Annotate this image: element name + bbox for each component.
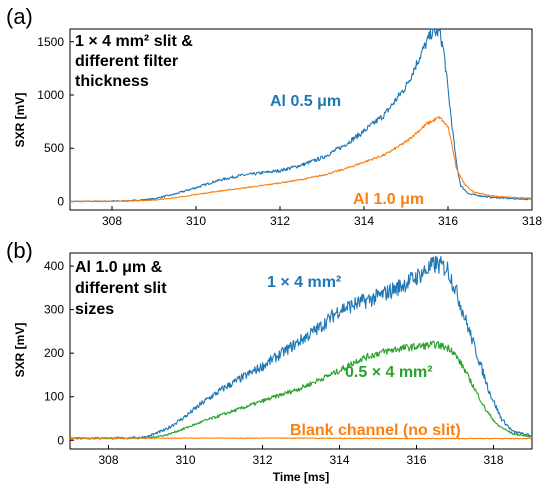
series-label-blank: Blank channel (no slit): [290, 422, 461, 439]
y-tick-label: 300: [44, 303, 64, 317]
plot-frame-b: [69, 252, 533, 450]
x-tick-label: 312: [270, 214, 290, 228]
panel-label-a: (a): [6, 4, 33, 29]
annotation-a-line-3: thickness: [75, 73, 149, 90]
series-line-0-1: [69, 115, 533, 203]
x-tick-label: 308: [98, 453, 118, 467]
x-tick-label: 318: [483, 453, 503, 467]
series-label-1x4: 1 × 4 mm²: [267, 274, 341, 291]
panel-label-b: (b): [6, 238, 33, 263]
y-axis-label-b: SXR [mV]: [13, 323, 27, 378]
x-tick-label: 310: [186, 214, 206, 228]
annotation-a-line-2: different filter: [75, 53, 178, 70]
y-tick-label: 100: [44, 390, 64, 404]
y-tick-label: 500: [44, 141, 64, 155]
annotation-a-line-1: 1 × 4 mm² slit &: [75, 33, 193, 50]
y-tick-label: 200: [44, 346, 64, 360]
series-label-0-5x4: 0.5 × 4 mm²: [345, 364, 433, 381]
y-tick-label: 1500: [37, 35, 64, 49]
panel-a: (a) 308 310 312 314 316 318 0 500 1000 1500 SXR […: [6, 4, 542, 228]
series-label-al-1-0: Al 1.0 μm: [353, 191, 424, 208]
y-tick-label: 0: [57, 433, 64, 447]
plot-frame-a: [69, 28, 533, 211]
x-tick-label: 316: [406, 453, 426, 467]
annotation-b-line-1: Al 1.0 μm &: [75, 259, 163, 276]
x-tick-label: 316: [438, 214, 458, 228]
axis-ticks-a: 308 310 312 314 316 318 0 500 1000 1500: [37, 35, 542, 228]
annotation-b-line-2: different slit: [75, 280, 167, 297]
y-tick-label: 400: [44, 259, 64, 273]
x-tick-label: 318: [522, 214, 542, 228]
x-axis-label-b: Time [ms]: [273, 470, 329, 484]
x-tick-label: 310: [175, 453, 195, 467]
x-tick-label: 314: [354, 214, 374, 228]
x-tick-label: 314: [329, 453, 349, 467]
x-tick-label: 312: [252, 453, 272, 467]
y-tick-label: 0: [57, 194, 64, 208]
y-tick-label: 1000: [37, 88, 64, 102]
series-label-al-0-5: Al 0.5 μm: [270, 93, 341, 110]
y-axis-label-a: SXR [mV]: [13, 93, 27, 148]
annotation-b-line-3: sizes: [75, 301, 114, 318]
x-tick-label: 308: [102, 214, 122, 228]
axis-ticks-b: 308 310 312 314 316 318 0 100 200 300 400: [44, 259, 504, 467]
panel-b: (b) 308 310 312 314 316 318 0 100 200 300 400 SXR …: [6, 238, 533, 484]
series-group-a: [69, 28, 533, 203]
series-line-1-2: [69, 437, 533, 440]
series-line-0-0: [69, 28, 533, 203]
series-group-b: [69, 255, 533, 440]
